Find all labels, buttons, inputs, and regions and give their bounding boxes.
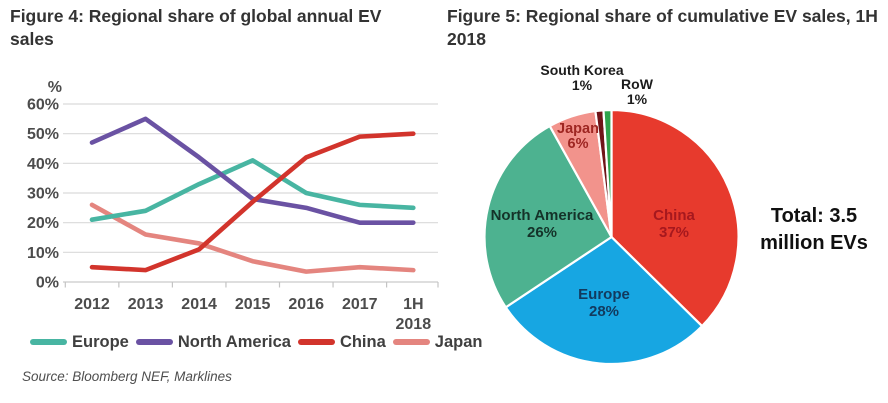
legend-label: Japan: [434, 332, 483, 351]
series-line-europe: [89, 158, 416, 222]
legend-swatch-north-america: [135, 339, 173, 345]
legend-item-china: China: [297, 332, 386, 352]
pie-label-name: North America: [490, 207, 594, 224]
x-tick-label: 2012: [74, 296, 110, 313]
pie-label-japan: Japan 6%: [538, 122, 618, 152]
pie-label-pct: 1%: [626, 91, 648, 107]
y-tick-label: 60%: [27, 97, 59, 114]
x-tick-label: 2014: [181, 296, 217, 313]
legend-item-japan: Japan: [392, 332, 483, 352]
pie-label-name: Japan: [557, 121, 599, 137]
pie-slice-china: [610, 108, 740, 328]
legend-item-north-america: North America: [135, 332, 291, 352]
pie-label-name: China: [653, 207, 695, 224]
y-tick-label: 30%: [27, 186, 59, 203]
pie-label-europe: Europe 28%: [554, 286, 654, 320]
figure5-title: Figure 5: Regional share of cumulative E…: [447, 6, 878, 49]
legend-label: China: [339, 332, 386, 351]
pie-label-pct: 26%: [526, 224, 558, 241]
x-tick-label: 2015: [235, 296, 271, 313]
pie-chart: [483, 108, 740, 366]
x-tick-label: 2017: [342, 296, 378, 313]
legend-label: North America: [177, 332, 291, 351]
figure4-title: Figure 4: Regional share of global annua…: [10, 6, 382, 49]
x-tick-label: 1H: [403, 296, 423, 313]
y-axis-unit: %: [48, 79, 62, 96]
source-note: Source: Bloomberg NEF, Marklines: [22, 369, 232, 384]
series-line-china: [89, 131, 416, 273]
pie-label-row: RoW 1%: [606, 77, 668, 107]
series-line-japan: [89, 202, 416, 274]
legend-swatch-japan: [392, 339, 430, 345]
legend-item-europe: Europe: [30, 333, 129, 352]
y-tick-label: 20%: [27, 215, 59, 232]
y-tick-label: 50%: [27, 126, 59, 143]
pie-label-china: China 37%: [634, 207, 714, 241]
x-tick-label: 2013: [128, 296, 164, 313]
line-chart: 0% 10% 20% 30% 40% 50% 60%% 2012 2013 2014 2015 201…: [27, 79, 439, 333]
x-tick-label: 2016: [288, 296, 324, 313]
pie-label-pct: 1%: [571, 77, 593, 93]
legend-swatch-europe: [30, 339, 67, 345]
legend-label: Europe: [72, 332, 129, 351]
pie-slice-north-america: [483, 124, 613, 309]
y-tick-label: 10%: [27, 245, 59, 262]
legend-swatch-china: [297, 339, 335, 345]
y-tick-label: 40%: [27, 156, 59, 173]
y-tick-label: 0%: [36, 275, 59, 292]
line-chart-legend: Europe North America China Japan: [30, 331, 482, 353]
pie-slice-row: [602, 108, 613, 239]
pie-label-north-america: North America 26%: [477, 207, 607, 241]
pie-label-south-korea: South Korea 1%: [521, 63, 643, 93]
pie-label-name: South Korea: [540, 62, 624, 78]
pie-label-name: Europe: [578, 286, 630, 303]
pie-label-name: RoW: [621, 76, 653, 92]
pie-label-pct: 37%: [658, 224, 690, 241]
x-tick-label: 2018: [396, 316, 432, 333]
pie-label-pct: 6%: [567, 136, 589, 152]
pie-slice-europe: [504, 235, 704, 366]
pie-total-annotation: Total: 3.5 million EVs: [760, 205, 868, 254]
pie-label-pct: 28%: [588, 303, 620, 320]
